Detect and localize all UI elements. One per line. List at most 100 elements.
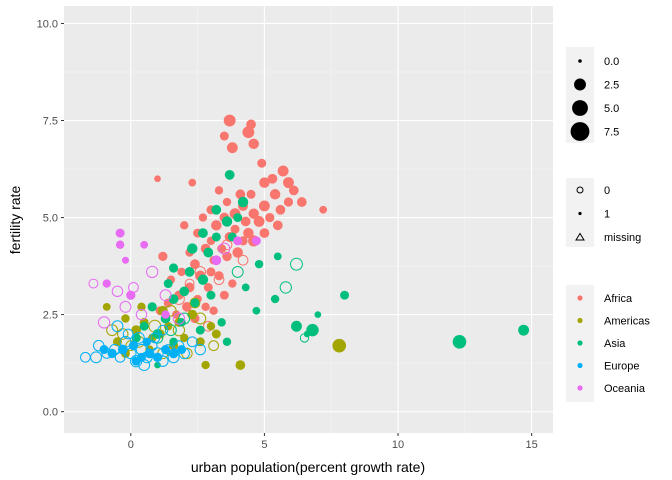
- data-point-filled: [188, 178, 197, 187]
- data-point-open: [218, 242, 231, 255]
- data-point-filled: [115, 240, 125, 249]
- x-tick-label: 10: [392, 439, 404, 451]
- data-point-filled: [283, 177, 294, 189]
- data-point-filled: [275, 204, 286, 215]
- data-point-filled: [137, 302, 146, 312]
- color-legend: Africa Americas Asia Europe Oceania: [566, 285, 650, 402]
- color-legend-label: Europe: [604, 361, 639, 373]
- y-tick-label: 10.0: [37, 18, 58, 30]
- data-point-open: [111, 320, 124, 333]
- data-point-open: [186, 336, 198, 348]
- data-point-open: [231, 265, 244, 278]
- data-point-filled: [144, 348, 155, 359]
- data-point-open: [88, 278, 99, 289]
- data-point-filled: [219, 131, 229, 141]
- data-point-filled: [219, 290, 229, 300]
- data-point-open: [194, 343, 207, 356]
- size-legend-label: 0.0: [604, 56, 619, 68]
- data-point-open: [184, 278, 195, 289]
- color-legend-swatch: [577, 340, 583, 346]
- data-point-filled: [142, 337, 152, 346]
- x-tick-label: 15: [525, 439, 537, 451]
- data-point-filled: [223, 114, 236, 127]
- size-legend-label: 5.0: [604, 103, 619, 115]
- data-point-filled: [211, 232, 221, 242]
- data-point-open: [279, 281, 292, 294]
- data-point-filled: [235, 360, 246, 370]
- data-point-filled: [221, 216, 233, 227]
- data-point-filled: [340, 290, 350, 300]
- data-point-filled: [195, 337, 205, 347]
- color-legend-label: Oceania: [604, 383, 646, 395]
- data-point-filled: [259, 177, 270, 188]
- data-point-open: [146, 265, 159, 279]
- data-point-filled: [179, 286, 190, 297]
- data-point-open: [122, 328, 134, 340]
- data-point-filled: [265, 212, 275, 223]
- y-tick-label: 2.5: [43, 310, 58, 322]
- data-point-filled: [241, 283, 250, 292]
- data-point-open: [159, 289, 172, 302]
- data-point-filled: [291, 320, 302, 332]
- data-point-open: [90, 351, 103, 364]
- shape-legend-label: 1: [604, 209, 610, 221]
- data-point-open: [111, 285, 124, 298]
- data-point-filled: [252, 306, 261, 315]
- data-point-filled: [283, 197, 294, 207]
- data-point-filled: [206, 267, 216, 277]
- data-point-filled: [203, 282, 213, 292]
- data-point-filled: [206, 290, 216, 300]
- data-point-filled: [209, 306, 218, 315]
- data-point-filled: [184, 267, 195, 277]
- data-point-filled: [177, 267, 186, 277]
- data-point-filled: [121, 314, 130, 323]
- data-point-open: [189, 297, 201, 309]
- data-point-filled: [251, 236, 261, 246]
- data-point-filled: [257, 158, 267, 168]
- shape-legend-label: missing: [604, 232, 641, 244]
- color-legend-swatch: [577, 362, 583, 369]
- data-point-open: [149, 332, 161, 344]
- data-point-filled: [201, 360, 210, 370]
- data-point-open: [213, 274, 225, 286]
- data-point-filled: [190, 259, 200, 270]
- data-point-filled: [198, 213, 208, 222]
- data-point-open: [97, 316, 111, 329]
- size-legend-symbol: [578, 59, 582, 63]
- data-point-filled: [211, 329, 221, 339]
- data-point-filled: [211, 204, 222, 215]
- data-point-filled: [242, 126, 255, 139]
- data-point-filled: [314, 311, 322, 318]
- data-point-open: [221, 239, 233, 251]
- data-point-filled: [107, 348, 117, 359]
- data-point-filled: [226, 142, 238, 154]
- data-point-filled: [248, 208, 259, 219]
- data-point-filled: [228, 279, 237, 288]
- data-point-filled: [233, 213, 243, 223]
- data-point-filled: [235, 189, 246, 200]
- data-point-filled: [211, 220, 222, 231]
- data-point-filled: [296, 197, 307, 207]
- data-point-filled: [243, 227, 254, 239]
- data-point-filled: [270, 294, 280, 304]
- data-point-filled: [180, 333, 189, 343]
- data-point-filled: [273, 252, 282, 261]
- data-point-filled: [154, 175, 161, 183]
- size-legend-symbol: [574, 78, 586, 91]
- data-point-filled: [259, 228, 270, 238]
- data-point-filled: [158, 251, 168, 261]
- x-tick-label: 5: [261, 439, 267, 451]
- data-point-filled: [233, 236, 243, 246]
- minor-gridlines: [64, 6, 553, 433]
- data-point-filled: [182, 301, 192, 312]
- data-point-filled: [168, 263, 179, 273]
- data-point-open: [132, 331, 145, 344]
- circle-filled-icon: [578, 211, 582, 216]
- data-point-filled: [254, 259, 264, 269]
- data-point-filled: [140, 240, 149, 249]
- data-point-filled: [169, 337, 178, 346]
- data-points: [80, 114, 530, 372]
- data-point-filled: [319, 205, 328, 214]
- color-legend-label: Asia: [604, 338, 626, 350]
